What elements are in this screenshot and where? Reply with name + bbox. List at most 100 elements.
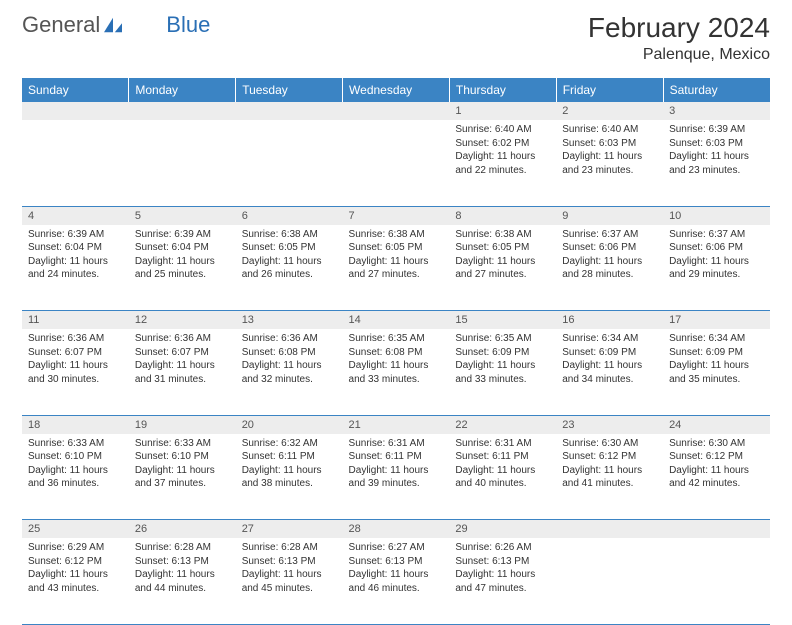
day-details: Sunrise: 6:34 AMSunset: 6:09 PMDaylight:… xyxy=(556,329,663,392)
sunset-text: Sunset: 6:04 PM xyxy=(135,241,230,255)
daylight-text: Daylight: 11 hours and 33 minutes. xyxy=(455,359,550,386)
weekday-header: Thursday xyxy=(449,78,556,102)
sunset-text: Sunset: 6:07 PM xyxy=(28,346,123,360)
day-details: Sunrise: 6:31 AMSunset: 6:11 PMDaylight:… xyxy=(449,434,556,497)
sunset-text: Sunset: 6:13 PM xyxy=(455,555,550,569)
day-details: Sunrise: 6:27 AMSunset: 6:13 PMDaylight:… xyxy=(343,538,450,601)
sunrise-text: Sunrise: 6:39 AM xyxy=(669,123,764,137)
calendar-table: Sunday Monday Tuesday Wednesday Thursday… xyxy=(22,78,770,625)
daylight-text: Daylight: 11 hours and 29 minutes. xyxy=(669,255,764,282)
location-label: Palenque, Mexico xyxy=(588,46,770,64)
day-number-cell xyxy=(343,102,450,120)
sunset-text: Sunset: 6:10 PM xyxy=(28,450,123,464)
sunset-text: Sunset: 6:05 PM xyxy=(349,241,444,255)
daylight-text: Daylight: 11 hours and 35 minutes. xyxy=(669,359,764,386)
sunset-text: Sunset: 6:06 PM xyxy=(562,241,657,255)
day-details: Sunrise: 6:32 AMSunset: 6:11 PMDaylight:… xyxy=(236,434,343,497)
day-number-row: 18192021222324 xyxy=(22,415,770,434)
day-details: Sunrise: 6:36 AMSunset: 6:08 PMDaylight:… xyxy=(236,329,343,392)
day-cell: Sunrise: 6:30 AMSunset: 6:12 PMDaylight:… xyxy=(556,434,663,520)
day-number-cell: 25 xyxy=(22,520,129,539)
day-body-row: Sunrise: 6:29 AMSunset: 6:12 PMDaylight:… xyxy=(22,538,770,624)
sunrise-text: Sunrise: 6:34 AM xyxy=(669,332,764,346)
sunrise-text: Sunrise: 6:36 AM xyxy=(242,332,337,346)
day-details: Sunrise: 6:38 AMSunset: 6:05 PMDaylight:… xyxy=(236,225,343,288)
day-number-cell: 9 xyxy=(556,206,663,225)
daylight-text: Daylight: 11 hours and 22 minutes. xyxy=(455,150,550,177)
day-details: Sunrise: 6:31 AMSunset: 6:11 PMDaylight:… xyxy=(343,434,450,497)
daylight-text: Daylight: 11 hours and 24 minutes. xyxy=(28,255,123,282)
title-block: February 2024 Palenque, Mexico xyxy=(588,12,770,64)
day-cell: Sunrise: 6:34 AMSunset: 6:09 PMDaylight:… xyxy=(663,329,770,415)
sunrise-text: Sunrise: 6:26 AM xyxy=(455,541,550,555)
day-details: Sunrise: 6:33 AMSunset: 6:10 PMDaylight:… xyxy=(129,434,236,497)
sunset-text: Sunset: 6:11 PM xyxy=(242,450,337,464)
weekday-header: Sunday xyxy=(22,78,129,102)
sunrise-text: Sunrise: 6:34 AM xyxy=(562,332,657,346)
day-number-cell xyxy=(236,102,343,120)
day-body-row: Sunrise: 6:40 AMSunset: 6:02 PMDaylight:… xyxy=(22,120,770,206)
day-details: Sunrise: 6:37 AMSunset: 6:06 PMDaylight:… xyxy=(556,225,663,288)
daylight-text: Daylight: 11 hours and 27 minutes. xyxy=(455,255,550,282)
month-title: February 2024 xyxy=(588,12,770,44)
sunset-text: Sunset: 6:05 PM xyxy=(242,241,337,255)
sunrise-text: Sunrise: 6:38 AM xyxy=(349,228,444,242)
day-details: Sunrise: 6:29 AMSunset: 6:12 PMDaylight:… xyxy=(22,538,129,601)
day-number-cell: 24 xyxy=(663,415,770,434)
day-number-cell: 3 xyxy=(663,102,770,120)
day-details: Sunrise: 6:33 AMSunset: 6:10 PMDaylight:… xyxy=(22,434,129,497)
sunrise-text: Sunrise: 6:35 AM xyxy=(349,332,444,346)
sunset-text: Sunset: 6:13 PM xyxy=(135,555,230,569)
daylight-text: Daylight: 11 hours and 26 minutes. xyxy=(242,255,337,282)
daylight-text: Daylight: 11 hours and 41 minutes. xyxy=(562,464,657,491)
day-cell: Sunrise: 6:34 AMSunset: 6:09 PMDaylight:… xyxy=(556,329,663,415)
day-cell: Sunrise: 6:38 AMSunset: 6:05 PMDaylight:… xyxy=(236,225,343,311)
sunrise-text: Sunrise: 6:37 AM xyxy=(669,228,764,242)
day-cell xyxy=(22,120,129,206)
day-cell: Sunrise: 6:29 AMSunset: 6:12 PMDaylight:… xyxy=(22,538,129,624)
weekday-header: Wednesday xyxy=(343,78,450,102)
sunset-text: Sunset: 6:12 PM xyxy=(669,450,764,464)
day-body-row: Sunrise: 6:33 AMSunset: 6:10 PMDaylight:… xyxy=(22,434,770,520)
daylight-text: Daylight: 11 hours and 28 minutes. xyxy=(562,255,657,282)
daylight-text: Daylight: 11 hours and 37 minutes. xyxy=(135,464,230,491)
sunset-text: Sunset: 6:03 PM xyxy=(669,137,764,151)
day-number-cell: 18 xyxy=(22,415,129,434)
day-cell: Sunrise: 6:30 AMSunset: 6:12 PMDaylight:… xyxy=(663,434,770,520)
daylight-text: Daylight: 11 hours and 32 minutes. xyxy=(242,359,337,386)
sunset-text: Sunset: 6:03 PM xyxy=(562,137,657,151)
day-number-cell: 20 xyxy=(236,415,343,434)
day-number-cell: 19 xyxy=(129,415,236,434)
daylight-text: Daylight: 11 hours and 40 minutes. xyxy=(455,464,550,491)
day-cell: Sunrise: 6:37 AMSunset: 6:06 PMDaylight:… xyxy=(663,225,770,311)
day-number-row: 11121314151617 xyxy=(22,311,770,330)
day-number-cell: 26 xyxy=(129,520,236,539)
sunrise-text: Sunrise: 6:37 AM xyxy=(562,228,657,242)
day-number-cell: 16 xyxy=(556,311,663,330)
sunset-text: Sunset: 6:09 PM xyxy=(455,346,550,360)
sunrise-text: Sunrise: 6:35 AM xyxy=(455,332,550,346)
sunrise-text: Sunrise: 6:33 AM xyxy=(28,437,123,451)
logo: General Blue xyxy=(22,12,210,38)
logo-sail-icon xyxy=(102,16,124,34)
sunrise-text: Sunrise: 6:28 AM xyxy=(242,541,337,555)
day-details: Sunrise: 6:26 AMSunset: 6:13 PMDaylight:… xyxy=(449,538,556,601)
day-number-cell: 29 xyxy=(449,520,556,539)
day-cell: Sunrise: 6:36 AMSunset: 6:07 PMDaylight:… xyxy=(129,329,236,415)
weekday-header: Monday xyxy=(129,78,236,102)
daylight-text: Daylight: 11 hours and 44 minutes. xyxy=(135,568,230,595)
sunset-text: Sunset: 6:08 PM xyxy=(242,346,337,360)
day-cell: Sunrise: 6:33 AMSunset: 6:10 PMDaylight:… xyxy=(22,434,129,520)
sunrise-text: Sunrise: 6:33 AM xyxy=(135,437,230,451)
weekday-header: Saturday xyxy=(663,78,770,102)
sunset-text: Sunset: 6:08 PM xyxy=(349,346,444,360)
day-cell: Sunrise: 6:31 AMSunset: 6:11 PMDaylight:… xyxy=(343,434,450,520)
sunset-text: Sunset: 6:05 PM xyxy=(455,241,550,255)
day-number-cell: 27 xyxy=(236,520,343,539)
sunrise-text: Sunrise: 6:40 AM xyxy=(562,123,657,137)
sunrise-text: Sunrise: 6:28 AM xyxy=(135,541,230,555)
sunrise-text: Sunrise: 6:38 AM xyxy=(455,228,550,242)
day-body-row: Sunrise: 6:39 AMSunset: 6:04 PMDaylight:… xyxy=(22,225,770,311)
sunset-text: Sunset: 6:04 PM xyxy=(28,241,123,255)
sunrise-text: Sunrise: 6:27 AM xyxy=(349,541,444,555)
